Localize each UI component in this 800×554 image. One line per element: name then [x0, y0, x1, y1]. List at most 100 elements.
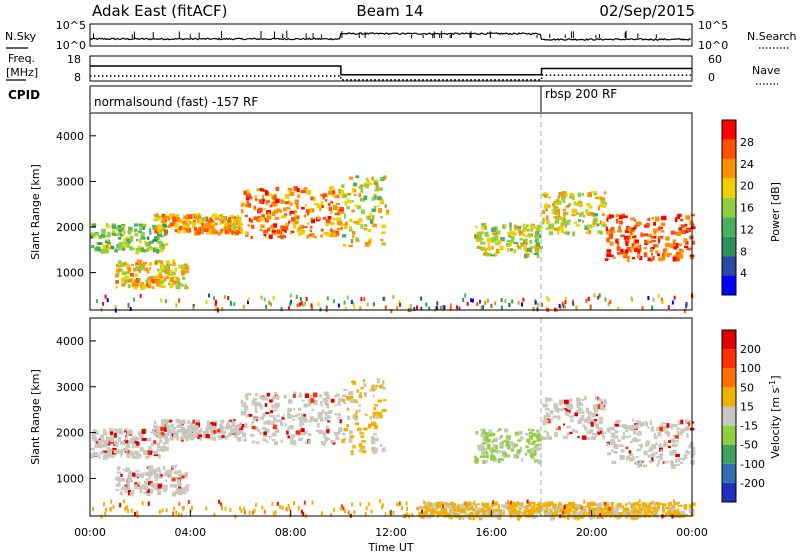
ground-scatter-cell [218, 499, 221, 504]
data-cell [143, 486, 149, 491]
data-cell [608, 234, 613, 239]
ground-scatter-cell [637, 503, 640, 508]
data-cell [664, 242, 670, 247]
ground-scatter-cell [139, 293, 142, 298]
colorbar-segment [722, 236, 736, 257]
data-cell [319, 193, 324, 197]
data-cell [491, 227, 496, 232]
ground-scatter-cell [330, 513, 332, 518]
data-cell [524, 253, 528, 259]
data-cell [548, 204, 551, 208]
colorbar-tick-label: 50 [740, 381, 754, 394]
data-cell [589, 225, 595, 228]
data-cell [612, 256, 616, 259]
data-cell [238, 426, 241, 429]
data-cell [368, 182, 373, 186]
data-cell [141, 429, 146, 434]
ground-scatter-cell [401, 506, 403, 511]
data-cell [265, 202, 269, 205]
data-cell [517, 246, 522, 250]
data-cell [373, 407, 376, 410]
data-cell [142, 226, 146, 230]
data-cell [649, 446, 654, 450]
data-cell [629, 457, 633, 462]
data-cell [532, 440, 537, 443]
ground-scatter-cell [471, 298, 474, 303]
data-cell [385, 212, 390, 216]
data-cell [319, 208, 322, 211]
data-cell [320, 228, 324, 232]
data-cell [356, 401, 359, 404]
data-cell [672, 449, 677, 452]
data-cell [557, 415, 561, 420]
data-cell [490, 457, 495, 461]
data-cell [581, 220, 584, 223]
data-cell [599, 407, 602, 411]
data-cell [687, 423, 691, 427]
data-cell [624, 238, 628, 242]
ground-scatter-cell [220, 502, 223, 507]
data-cell [275, 395, 280, 400]
data-cell [592, 404, 598, 410]
data-cell [336, 393, 340, 397]
data-cell [127, 484, 130, 490]
ground-scatter-cell [464, 501, 467, 506]
data-cell [569, 431, 573, 434]
data-cell [639, 460, 643, 465]
data-cell [169, 470, 172, 475]
data-cell [644, 507, 649, 510]
data-cell [180, 487, 185, 492]
data-cell [233, 425, 238, 429]
data-cell [562, 199, 566, 203]
data-cell [374, 404, 379, 407]
data-cell [241, 404, 244, 407]
data-cell [582, 424, 586, 427]
ground-scatter-cell [479, 299, 481, 304]
data-cell [676, 257, 680, 262]
data-cell [153, 424, 156, 429]
data-cell [122, 486, 127, 489]
ground-scatter-cell [114, 305, 117, 310]
data-cell [171, 271, 176, 276]
data-cell [176, 424, 181, 428]
data-cell [597, 230, 600, 234]
data-cell [183, 491, 187, 495]
data-cell [443, 512, 447, 518]
data-cell [481, 449, 487, 453]
data-cell [578, 510, 583, 515]
data-cell [668, 501, 672, 506]
data-cell [526, 253, 530, 258]
data-cell [118, 242, 124, 248]
data-cell [130, 263, 135, 267]
data-cell [151, 442, 155, 446]
data-cell [147, 246, 152, 249]
data-cell [662, 252, 665, 257]
data-cell [92, 451, 98, 457]
ground-scatter-cell [481, 305, 484, 310]
data-cell [234, 433, 238, 438]
data-cell [176, 217, 181, 222]
data-cell [544, 502, 547, 507]
data-cell [673, 424, 678, 427]
data-cell [247, 195, 253, 200]
data-cell [368, 423, 372, 429]
data-cell [634, 239, 639, 244]
data-cell [346, 206, 350, 210]
data-cell [673, 451, 677, 454]
data-cell [256, 217, 262, 223]
data-cell [127, 472, 132, 478]
data-cell [538, 434, 542, 438]
data-cell [494, 235, 499, 239]
data-cell [150, 483, 154, 487]
data-cell [135, 249, 140, 255]
data-cell [118, 481, 121, 486]
data-cell [165, 215, 171, 219]
data-cell [150, 279, 154, 283]
colorbar-tick-label: 4 [740, 267, 747, 280]
data-cell [523, 509, 527, 514]
data-cell [556, 231, 560, 235]
data-cell [240, 227, 243, 233]
x-tick-label: 12:00 [375, 526, 407, 539]
data-cell [483, 252, 489, 256]
data-cell [651, 457, 654, 462]
